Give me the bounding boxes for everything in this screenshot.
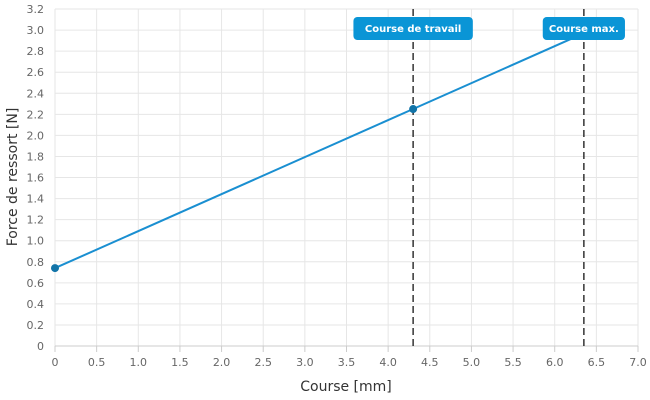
y-tick-label: 0.8 [27,256,45,269]
y-tick-label: 3.2 [27,3,45,16]
x-tick-label: 5.5 [504,356,522,369]
x-tick-label: 6.5 [588,356,606,369]
x-tick-label: 4.0 [379,356,397,369]
data-point [409,105,418,114]
data-point [51,264,59,273]
x-tick-label: 0.5 [88,356,106,369]
series-group[interactable] [51,32,585,273]
x-tick-label: 6.0 [546,356,564,369]
x-tick-label: 1.0 [130,356,148,369]
annotation-label: Course de travail [365,24,461,35]
y-tick-label: 1.4 [27,193,45,206]
x-tick-label: 7.0 [629,356,647,369]
x-tick-label: 3.5 [338,356,356,369]
y-tick-label: 0.2 [27,319,45,332]
y-tick-label: 0 [37,340,44,353]
x-tick-label: 2.5 [254,356,272,369]
y-tick-label: 0.6 [27,277,45,290]
annotation-labels: Course de travail Course max. [353,17,625,40]
y-tick-label: 2.8 [27,45,45,58]
y-tick-label: 2.4 [27,87,45,100]
y-tick-label: 2.6 [27,66,45,79]
annotation-label: Course max. [549,24,619,35]
y-tick-label: 2.0 [27,129,45,142]
annotation-badge [353,17,473,40]
x-tick-label: 4.5 [421,356,439,369]
y-tick-label: 1.6 [27,172,45,185]
x-axis-ticks: 0 0.5 1.0 1.5 2.0 2.5 3.0 3.5 4.0 4.5 5.0 5.5 6.0 6.5… [52,346,647,369]
x-tick-label: 1.5 [171,356,189,369]
y-tick-label: 3.0 [27,24,45,37]
y-tick-label: 0.4 [27,298,45,311]
series-line [54,32,585,270]
grid [54,8,639,346]
x-tick-label: 2.0 [213,356,231,369]
x-tick-label: 3.0 [296,356,314,369]
y-tick-label: 1.8 [27,150,45,163]
annotation-badge [542,17,625,40]
y-tick-label: 1.0 [27,235,45,248]
y-axis-title: Force de ressort [N] [5,108,21,247]
x-tick-label: 5.0 [463,356,481,369]
annotation-guides [412,9,585,346]
y-tick-label: 2.2 [27,108,45,121]
y-tick-label: 1.2 [27,214,45,227]
y-axis-ticks: 0 0.2 0.4 0.6 0.8 1.0 1.2 1.4 1.6 1.8 2.0 2.2 2.4 2.6… [27,3,45,353]
x-tick-label: 0 [52,356,59,369]
x-axis-title: Course [mm] [300,379,392,395]
